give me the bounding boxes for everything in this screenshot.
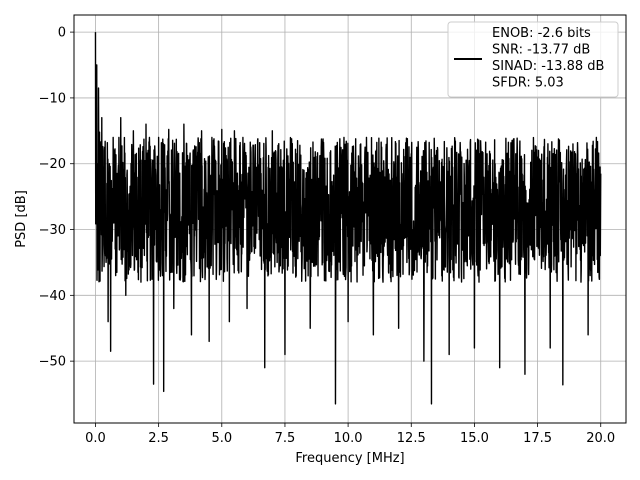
legend-enob: ENOB: -2.6 bits [492,26,591,41]
legend-sfdr: SFDR: 5.03 [492,76,564,91]
legend-sinad: SINAD: -13.88 dB [492,59,604,74]
plot-frame [73,14,627,424]
plot-area [94,32,602,405]
legend-snr: SNR: -13.77 dB [492,43,590,58]
legend-box [447,21,619,98]
x-tick-label: 0.0 [85,431,106,446]
x-tick-label: 7.5 [275,431,296,446]
y-tick-label: −10 [39,91,66,106]
y-tick-label: −30 [39,223,66,238]
legend: ENOB: -2.6 bits SNR: -13.77 dB SINAD: -1… [447,21,619,98]
y-tick-label: −40 [39,289,66,304]
psd-series-line [94,32,602,405]
x-tick-label: 10.0 [334,431,363,446]
y-tick-label: 0 [58,26,66,41]
x-tick-label: 5.0 [211,431,232,446]
y-tick-label: −50 [39,355,66,370]
x-tick-label: 2.5 [148,431,169,446]
y-axis-label: PSD [dB] [14,190,29,248]
x-tick-label: 17.5 [523,431,552,446]
x-tick-label: 20.0 [586,431,615,446]
y-tick-label: −20 [39,157,66,172]
axis-ticks: 0.0 2.5 5.0 7.5 10.0 12.5 15.0 17.5 20.0 0 −10 −20 −… [39,26,616,446]
x-tick-label: 15.0 [460,431,489,446]
x-tick-label: 12.5 [397,431,426,446]
x-axis-label: Frequency [MHz] [295,451,404,466]
